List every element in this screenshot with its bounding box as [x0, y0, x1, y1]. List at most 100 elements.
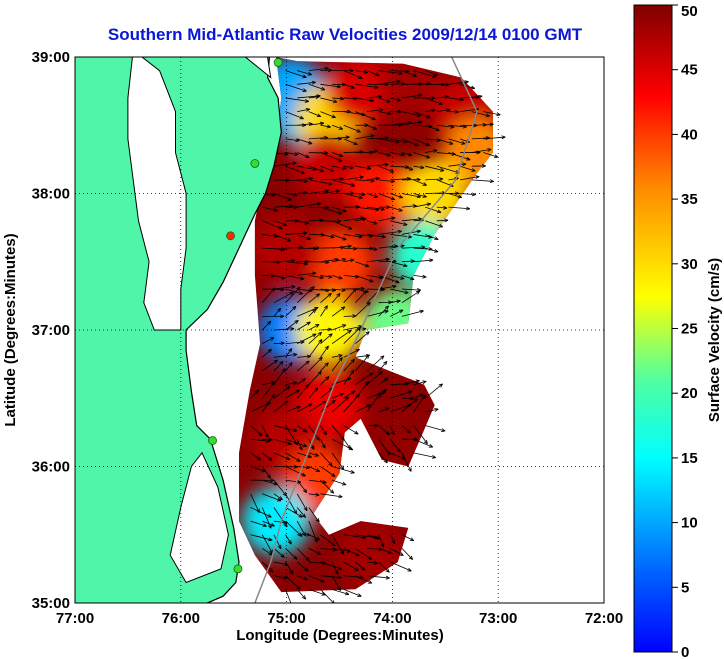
velocity-vector	[343, 369, 355, 385]
velocity-vector	[401, 152, 413, 157]
velocity-vector	[331, 329, 352, 344]
velocity-vector	[425, 124, 440, 132]
velocity-vector	[331, 561, 339, 575]
velocity-vector	[285, 389, 300, 399]
velocity-vector	[320, 152, 343, 162]
velocity-vector	[285, 288, 303, 295]
velocity-vector	[378, 438, 391, 456]
velocity-vector	[425, 425, 446, 432]
velocity-vector	[296, 439, 303, 451]
velocity-vector	[448, 109, 460, 114]
velocity-vector	[331, 152, 344, 158]
velocity-vector	[332, 165, 347, 171]
velocity-vector	[273, 285, 296, 290]
velocity-vector	[331, 575, 342, 591]
velocity-vector	[285, 425, 299, 446]
velocity-vector	[262, 314, 285, 319]
velocity-vector	[401, 138, 419, 147]
velocity-vector	[401, 534, 415, 542]
velocity-vector	[332, 288, 346, 292]
velocity-vector	[425, 165, 445, 172]
velocity-vector	[483, 152, 499, 159]
velocity-vector	[413, 380, 427, 385]
velocity-vector	[390, 299, 401, 304]
velocity-vector	[390, 97, 401, 102]
velocity-vector	[332, 135, 350, 140]
velocity-vector	[366, 371, 383, 385]
velocity-vector	[262, 437, 273, 442]
velocity-vector	[401, 287, 421, 292]
velocity-vector	[378, 70, 403, 76]
velocity-vector	[355, 97, 374, 103]
velocity-vector	[285, 275, 305, 281]
radar-station-marker	[226, 231, 235, 241]
velocity-vector	[331, 588, 350, 596]
velocity-vector	[331, 206, 347, 213]
velocity-vector	[413, 438, 434, 448]
velocity-vector	[401, 165, 414, 171]
velocity-vector	[296, 548, 310, 562]
velocity-vector	[250, 493, 260, 513]
velocity-vector	[425, 234, 439, 241]
velocity-vector	[471, 164, 486, 168]
velocity-vector	[320, 452, 333, 467]
velocity-vector	[273, 534, 282, 550]
y-tick-label: 38:00	[32, 186, 70, 203]
velocity-vector	[401, 177, 421, 182]
velocity-vector	[332, 68, 354, 73]
velocity-vector	[355, 261, 370, 268]
velocity-vector	[390, 288, 409, 295]
velocity-vector	[297, 152, 310, 159]
velocity-vector	[332, 96, 345, 101]
velocity-vector	[425, 206, 442, 214]
velocity-vector	[320, 83, 341, 89]
colorbar-tick-label: 5	[681, 579, 689, 596]
x-tick-label: 76:00	[162, 610, 200, 627]
velocity-vector	[331, 306, 346, 317]
velocity-vector	[378, 275, 400, 284]
velocity-vector	[448, 80, 469, 85]
velocity-vector	[378, 425, 390, 436]
velocity-vector	[331, 425, 345, 441]
velocity-vector	[378, 452, 388, 464]
velocity-vector	[366, 220, 378, 225]
velocity-vector	[297, 259, 310, 264]
velocity-vector	[390, 561, 412, 572]
velocity-vector	[273, 307, 282, 317]
velocity-vector	[401, 193, 421, 199]
plot-frame	[74, 56, 605, 604]
velocity-vector	[483, 122, 494, 127]
velocity-vector	[355, 561, 366, 571]
velocity-vector	[262, 348, 272, 358]
velocity-vector	[413, 452, 437, 459]
velocity-vector	[366, 108, 384, 112]
velocity-vector	[413, 274, 427, 279]
velocity-vector	[308, 189, 329, 194]
velocity-vector	[320, 333, 333, 344]
velocity-vector	[308, 165, 324, 173]
velocity-vector	[378, 79, 401, 85]
velocity-vector	[273, 161, 297, 167]
velocity-vector	[308, 179, 333, 186]
velocity-vector	[296, 403, 313, 413]
colorbar-gradient	[633, 4, 673, 653]
colorbar-tick-label: 25	[681, 321, 698, 338]
velocity-vector	[308, 293, 320, 304]
velocity-vector	[436, 218, 449, 223]
velocity-vector	[308, 425, 320, 441]
velocity-vector	[285, 589, 292, 603]
y-axis-label: Latitude (Degrees:Minutes)	[2, 233, 19, 426]
velocity-vector	[366, 176, 380, 181]
velocity-vector	[332, 257, 347, 263]
velocity-vector	[308, 121, 325, 126]
velocity-vector	[297, 190, 308, 195]
velocity-vector	[296, 384, 310, 399]
velocity-vector	[308, 356, 323, 372]
velocity-vector	[343, 561, 359, 572]
velocity-vector	[366, 257, 390, 263]
velocity-vector	[273, 548, 285, 558]
velocity-vector	[355, 288, 369, 294]
velocity-vector	[448, 162, 467, 167]
velocity-vector	[262, 381, 276, 385]
velocity-vector	[308, 83, 326, 91]
